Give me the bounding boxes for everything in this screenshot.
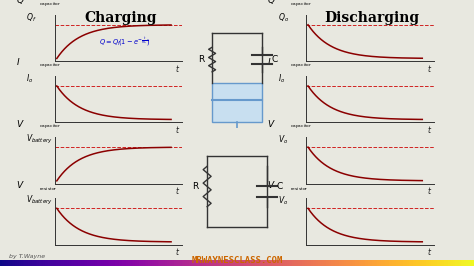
Text: $V$: $V$	[267, 179, 276, 190]
Text: C: C	[277, 182, 283, 191]
Text: $Q_{o}$: $Q_{o}$	[278, 11, 289, 24]
Text: $Q = Q_f\!\left(1-e^{-\frac{t}{RC}}\right)$: $Q = Q_f\!\left(1-e^{-\frac{t}{RC}}\righ…	[99, 35, 151, 48]
Text: $Q_{f}$: $Q_{f}$	[27, 11, 37, 24]
Text: $t$: $t$	[175, 246, 181, 257]
Text: $_{\mathrm{capacitor}}$: $_{\mathrm{capacitor}}$	[39, 1, 62, 9]
Text: $V_{o}$: $V_{o}$	[278, 195, 288, 207]
Text: by T.Wayne: by T.Wayne	[9, 254, 46, 259]
Text: $V_{o}$: $V_{o}$	[278, 134, 288, 146]
Text: $I$: $I$	[16, 56, 20, 67]
Text: R: R	[192, 182, 198, 191]
Text: $t$: $t$	[427, 124, 432, 135]
Text: C: C	[272, 55, 278, 64]
Bar	[212, 83, 262, 122]
Text: Charging: Charging	[85, 11, 157, 25]
Text: $t$: $t$	[175, 185, 181, 196]
Text: $I_{o}$: $I_{o}$	[27, 73, 34, 85]
Text: $t$: $t$	[175, 63, 181, 74]
Text: $t$: $t$	[427, 63, 432, 74]
Text: $_{\mathrm{resistor}}$: $_{\mathrm{resistor}}$	[39, 185, 58, 193]
Text: $V$: $V$	[16, 118, 25, 129]
Text: $I_{o}$: $I_{o}$	[278, 73, 285, 85]
Text: $Q$: $Q$	[16, 0, 25, 6]
Text: $t$: $t$	[175, 124, 181, 135]
Text: $_{\mathrm{capacitor}}$: $_{\mathrm{capacitor}}$	[39, 123, 62, 131]
Text: $t$: $t$	[427, 185, 432, 196]
Text: $_{\mathrm{resistor}}$: $_{\mathrm{resistor}}$	[291, 185, 309, 193]
Text: $_{\mathrm{capacitor}}$: $_{\mathrm{capacitor}}$	[39, 62, 62, 70]
Text: $_{\mathrm{capacitor}}$: $_{\mathrm{capacitor}}$	[291, 123, 313, 131]
Text: $V_{battery}$: $V_{battery}$	[27, 133, 53, 146]
Text: $_{\mathrm{capacitor}}$: $_{\mathrm{capacitor}}$	[291, 1, 313, 9]
Text: $Q$: $Q$	[267, 0, 276, 6]
Text: $V_{battery}$: $V_{battery}$	[27, 194, 53, 207]
Text: $t$: $t$	[427, 246, 432, 257]
Text: $I$: $I$	[267, 56, 272, 67]
Text: $V$: $V$	[16, 179, 25, 190]
Text: $_{\mathrm{capacitor}}$: $_{\mathrm{capacitor}}$	[291, 62, 313, 70]
Text: MRWAYNESCLASS.COM: MRWAYNESCLASS.COM	[191, 256, 283, 265]
Text: R: R	[198, 55, 204, 64]
Text: $V$: $V$	[267, 118, 276, 129]
Text: Discharging: Discharging	[325, 11, 419, 25]
